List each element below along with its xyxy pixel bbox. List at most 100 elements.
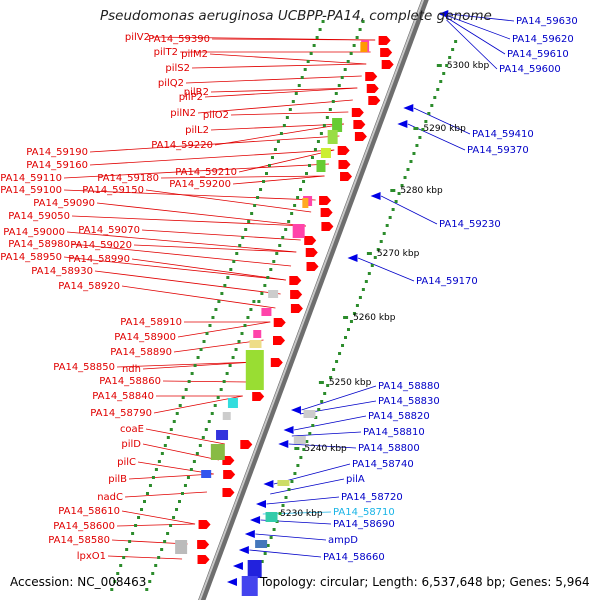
track-dot [250,212,254,215]
track-dot [355,304,359,307]
label-leader-line [232,175,325,185]
track-dot [436,88,440,91]
track-dot [270,156,274,159]
track-dot [297,84,301,87]
track-dot [166,436,170,439]
genome-backbone-highlight [197,0,425,604]
label-leader-line [446,19,498,70]
track-dot [143,500,146,503]
track-dot [406,168,410,171]
track-dot [148,580,152,583]
track-dot [355,36,359,39]
forward-gene-arrow [252,392,265,401]
track-dot [252,300,256,303]
gene-label-forward: PA14_59210 [175,167,237,178]
gene-block [210,444,225,460]
track-dot [309,52,313,55]
track-dot [195,452,199,455]
reverse-gene-arrow [370,192,381,200]
track-dot [373,256,377,259]
label-leader-line [71,243,292,267]
gene-block [268,290,279,298]
track-dot [346,60,350,63]
forward-gene-arrow [305,248,318,257]
label-leader-line [153,395,243,414]
forward-gene-arrow [381,60,394,69]
track-dot [269,268,273,271]
track-dot [211,316,215,319]
track-dot [439,80,443,83]
gene-block-reverse [247,560,262,578]
track-dot [225,372,229,375]
track-dot [364,280,368,283]
gene-block [327,130,338,144]
track-dot [259,188,263,191]
track-dot [367,272,371,275]
track-dot [315,36,319,39]
track-dot [267,164,271,167]
reverse-gene-arrow [347,254,358,262]
track-dot [187,380,191,383]
forward-gene-arrow [304,236,317,245]
track-dot [181,396,185,399]
track-dot [314,416,318,419]
track-dot [329,376,333,379]
track-dot [312,44,316,47]
forward-gene-arrow [340,172,353,181]
track-dot [166,532,170,535]
gene-label-forward: pilV2 [125,32,150,43]
track-dot [400,184,404,187]
gene-block [227,398,238,408]
label-leader-line [191,63,367,69]
track-dot [321,20,325,23]
reverse-gene-arrow [244,530,255,538]
label-leader-line [185,75,362,84]
forward-gene-arrow [319,196,332,205]
track-dot [299,188,303,191]
forward-gene-arrow [223,470,236,479]
gene-label-forward: PA14_59390 [148,34,210,45]
track-dot [421,128,425,131]
track-dot [343,68,347,71]
track-dot [172,420,176,423]
label-leader-line [116,523,196,527]
gene-block-reverse [255,540,268,548]
track-dot [293,204,297,207]
reverse-gene-arrow [256,500,266,508]
track-dot [352,312,356,315]
track-dot [302,448,306,451]
gene-block [316,160,326,172]
track-dot [160,548,164,551]
track-dot [148,484,152,487]
map-title: Pseudomonas aeruginosa UCBPP-PA14, compl… [100,8,492,24]
track-dot [257,300,261,303]
forward-gene-arrow [366,84,379,93]
gene-label-reverse: PA14_58810 [363,427,425,438]
label-leader-line [270,478,345,495]
track-dot [163,540,167,543]
track-dot [208,324,212,327]
gene-block [253,330,262,338]
forward-gene-arrow [197,540,210,549]
track-dot [308,432,312,435]
track-dot [186,476,190,479]
gene-label-reverse: PA14_59620 [512,34,574,45]
gene-label-forward: PA14_59100 [0,185,62,196]
track-dot [349,52,353,55]
gene-block [261,308,272,316]
forward-gene-arrow [353,120,366,129]
track-dot [241,236,245,239]
track-dot [122,556,126,559]
track-dot [346,328,350,331]
label-leader-line [447,15,511,40]
forward-gene-arrow [289,276,302,285]
label-leader-line [230,111,349,116]
track-dot [335,360,339,363]
gene-label-forward: PA14_58900 [114,332,176,343]
track-dot [145,588,149,591]
label-leader-line [211,38,376,41]
gene-label-reverse: PA14_58880 [378,381,440,392]
track-dot [266,276,270,279]
track-dot [448,56,452,59]
track-dot [229,268,233,271]
